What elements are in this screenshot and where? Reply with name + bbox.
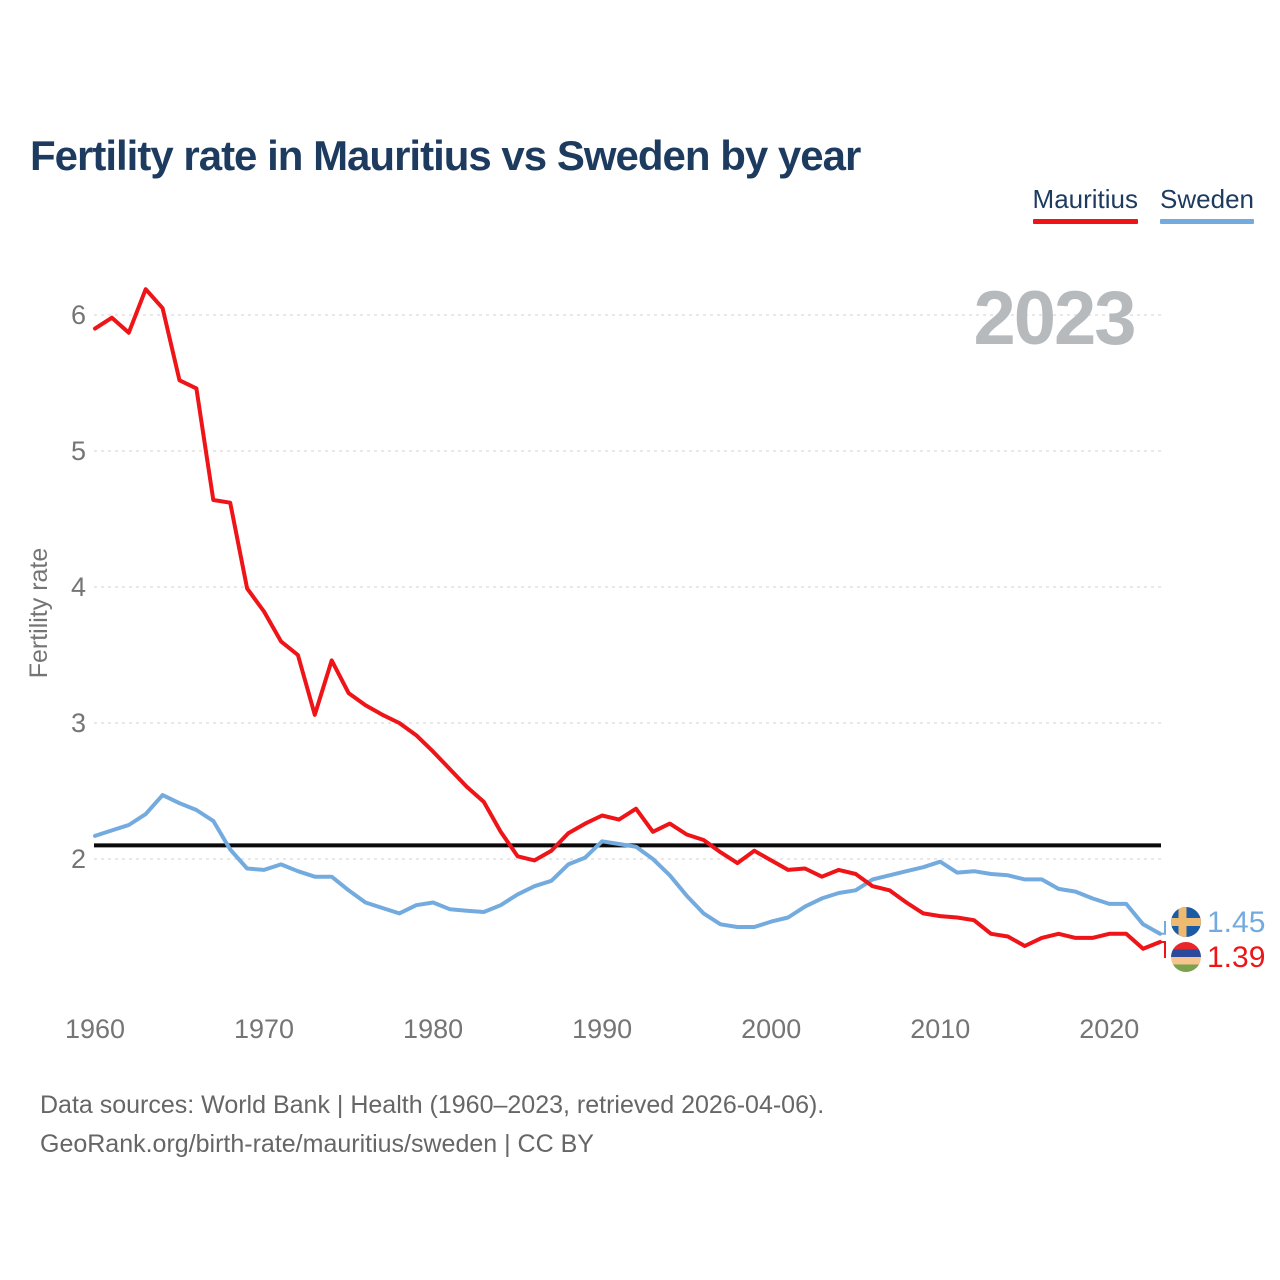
y-tick-label-6: 6 [71,300,86,330]
current-year-watermark: 2023 [973,276,1134,361]
sweden-flag-cross-v [1178,907,1187,937]
sweden-end-value-label: 1.45 [1207,906,1265,939]
mauritius-flag-stripe [1171,957,1201,965]
legend-item-sweden[interactable]: Sweden [1160,184,1254,224]
legend-color-bar-mauritius [1032,219,1139,224]
mauritius-flag-stripe [1171,964,1201,972]
data-source-note: Data sources: World Bank | Health (1960–… [40,1086,824,1164]
x-tick-label-1960: 1960 [65,1014,125,1044]
x-tick-label-1990: 1990 [572,1014,632,1044]
legend-label-sweden: Sweden [1160,184,1254,214]
y-tick-label-5: 5 [71,436,86,466]
mauritius-flag-stripe [1171,949,1201,958]
legend-label-mauritius: Mauritius [1032,184,1139,214]
x-tick-label-2020: 2020 [1079,1014,1139,1044]
x-tick-label-1970: 1970 [234,1014,294,1044]
legend-item-mauritius[interactable]: Mauritius [1032,184,1139,224]
sweden-line[interactable] [93,793,1162,936]
y-tick-label-3: 3 [71,708,86,738]
x-tick-label-2000: 2000 [741,1014,801,1044]
x-tick-label-1980: 1980 [403,1014,463,1044]
data-source-line2: GeoRank.org/birth-rate/mauritius/sweden … [40,1130,594,1158]
page-title: Fertility rate in Mauritius vs Sweden by… [30,132,861,180]
y-tick-label-2: 2 [71,844,86,874]
data-source-line1: Data sources: World Bank | Health (1960–… [40,1091,825,1119]
sweden-flag-icon [1171,907,1201,937]
y-axis-title: Fertility rate [25,548,53,679]
x-tick-label-2010: 2010 [910,1014,970,1044]
mauritius-endpoint-connector [1160,940,1166,958]
y-tick-label-4: 4 [71,572,86,602]
sweden-endpoint-connector [1160,921,1166,935]
mauritius-end-value-label: 1.39 [1207,941,1265,974]
mauritius-line[interactable] [93,287,1162,951]
mauritius-flag-stripe [1171,942,1201,950]
legend-color-bar-sweden [1160,219,1254,224]
chart-legend: Mauritius Sweden [1032,184,1254,224]
mauritius-flag-icon [1171,942,1201,972]
